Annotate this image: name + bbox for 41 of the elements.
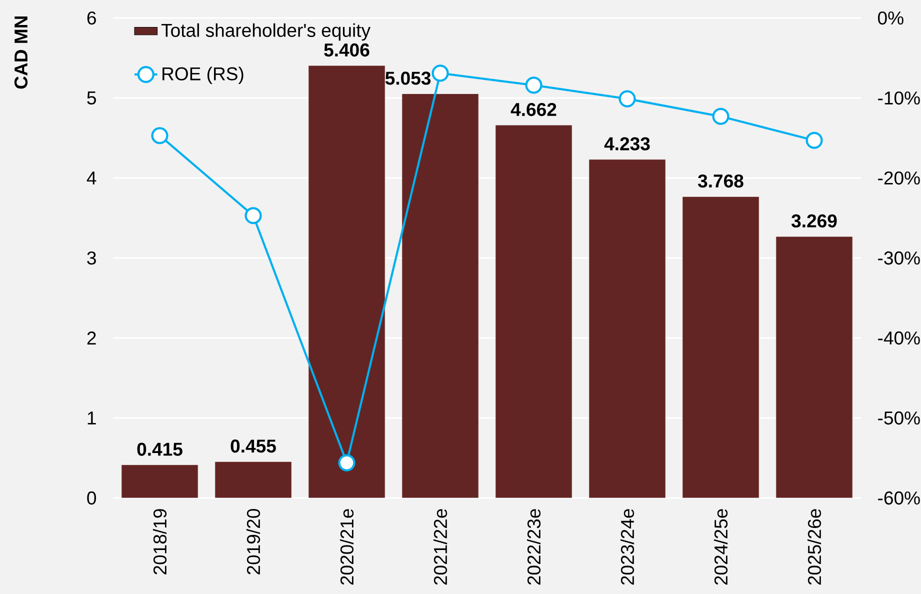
y2-tick-label: -20% — [878, 171, 920, 185]
y2-tick-label: -30% — [878, 251, 920, 265]
data-label: 5.053 — [385, 72, 431, 85]
y-tick-label: 6 — [87, 11, 96, 25]
y-tick-label: 4 — [86, 172, 96, 184]
point — [151, 127, 168, 144]
x-tick-label: 2022/23e — [526, 509, 541, 585]
point — [712, 108, 730, 125]
x-tick-label: 2025/26e — [807, 509, 822, 585]
y2-tick-label: -40% — [878, 331, 920, 345]
point — [618, 90, 636, 108]
y-axis-title: CAD MN — [14, 16, 28, 89]
point — [525, 76, 542, 94]
data-label: 4.233 — [604, 137, 650, 150]
data-label: 5.406 — [324, 43, 370, 57]
y-tick-label: 0 — [87, 491, 96, 505]
x-tick-label: 2024/25e — [714, 509, 728, 585]
x-tick-label: 2023/24e — [620, 509, 634, 585]
x-tick-label: 2018/19 — [152, 509, 167, 574]
y2-tick-label: -10% — [878, 91, 920, 105]
point — [432, 64, 449, 82]
data-label: 4.662 — [510, 102, 556, 116]
data-label: 0.455 — [230, 440, 276, 453]
legend-label: Total shareholder's equity — [161, 23, 371, 41]
x-tick-label: 2021/22e — [433, 509, 448, 585]
y2-tick-label: 0% — [878, 11, 904, 25]
y2-tick-label: -60% — [878, 491, 920, 505]
y-tick-label: 1 — [88, 412, 96, 424]
y-tick-label: 2 — [87, 332, 96, 344]
data-label: 0.415 — [137, 442, 182, 456]
x-tick-label: 2019/20 — [246, 509, 260, 574]
data-label: 3.269 — [791, 214, 837, 228]
y-tick-label: 5 — [87, 92, 96, 104]
y2-tick-label: -50% — [878, 411, 920, 425]
point — [806, 132, 823, 149]
legend-label: ROE (RS) — [162, 66, 244, 84]
point — [244, 207, 262, 224]
point — [338, 454, 356, 472]
x-tick-label: 2020/21e — [340, 509, 354, 585]
data-label: 3.768 — [698, 174, 744, 188]
y-tick-label: 3 — [87, 251, 96, 265]
